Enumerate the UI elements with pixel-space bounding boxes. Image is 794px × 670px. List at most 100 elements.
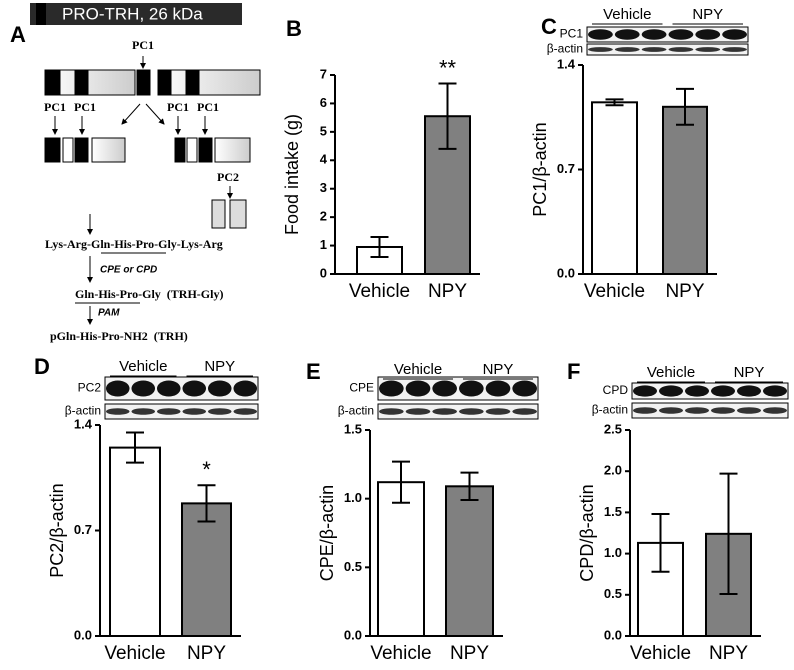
blot-band: [588, 47, 613, 52]
x-tick-label: Vehicle: [584, 281, 645, 302]
error-bar: [392, 460, 410, 504]
error-bar: [460, 471, 479, 502]
blot-band: [233, 380, 258, 397]
blot-band: [685, 385, 709, 397]
blot-band: [588, 29, 613, 40]
blot-band: [695, 47, 721, 52]
blot-band: [668, 29, 694, 40]
blot-strip: [631, 402, 789, 419]
y-tick-label: 0.7: [74, 522, 92, 537]
x-tick-label: Vehicle: [630, 643, 691, 664]
blot-band: [614, 47, 640, 52]
blot-band: [131, 408, 156, 415]
bar: [445, 485, 494, 637]
error-bar: [676, 87, 694, 126]
blot-band: [641, 29, 667, 40]
enzyme: PC1: [74, 100, 96, 114]
panel-label: B: [286, 16, 302, 41]
blot-band: [685, 407, 709, 414]
blot-band: [722, 47, 747, 52]
y-tick-label: 1.0: [344, 490, 362, 505]
blot-band: [711, 407, 735, 414]
blot-band: [207, 408, 232, 415]
x-tick-label: NPY: [428, 281, 467, 302]
error-bar: [197, 484, 216, 523]
x-tick-label: NPY: [187, 643, 226, 664]
blot-band: [233, 408, 258, 415]
error-bar: [126, 431, 144, 464]
blot-band: [105, 380, 130, 397]
y-tick-label: 1: [320, 237, 327, 252]
blot-band: [156, 380, 181, 397]
y-tick-label: 1.5: [344, 421, 362, 436]
error-bar: [605, 98, 624, 107]
blot-band: [131, 380, 156, 397]
significance: **: [439, 55, 457, 80]
peptide: Lys-Arg-Gln-His-Pro-Gly-Lys-Arg: [45, 237, 223, 251]
blot-band: [763, 385, 787, 397]
blot-band: [722, 29, 747, 40]
blot-band: [641, 47, 667, 52]
y-tick-label: 1.0: [604, 545, 622, 560]
enzyme: PC1: [132, 38, 154, 52]
x-tick-label: NPY: [450, 643, 489, 664]
y-tick-label: 0: [320, 265, 327, 280]
blot-row-label: CPE: [349, 381, 374, 395]
panel-label: D: [34, 354, 50, 379]
blot-row-label: β-actin: [338, 404, 374, 418]
y-tick-label: 0.5: [344, 559, 362, 574]
blot-strip: [377, 403, 539, 420]
blot-band: [659, 407, 683, 414]
header-block: [36, 3, 46, 25]
y-tick-label: 0.0: [604, 627, 622, 642]
header-bar: [30, 3, 242, 25]
error-bar: [438, 82, 457, 150]
step: PAM: [98, 308, 120, 319]
y-tick-label: 2.0: [604, 463, 622, 478]
enzyme: PC1: [197, 100, 219, 114]
bar-chart: B 0 1 2 3 4 5 6 7 Food intake (g) Vehicle NPY **: [282, 16, 480, 302]
blot-band: [614, 29, 640, 40]
blot-band: [695, 29, 721, 40]
blot-band: [485, 380, 511, 397]
y-tick-label: 4: [320, 152, 328, 167]
blot-band: [763, 407, 787, 414]
x-tick-label: NPY: [709, 643, 748, 664]
blot-band: [711, 385, 735, 397]
blot-group-label: NPY: [483, 361, 514, 378]
y-tick-label: 3: [320, 180, 327, 195]
blot-band: [432, 380, 457, 397]
y-tick-label: 2: [320, 209, 327, 224]
blot-row-label: β-actin: [65, 404, 101, 418]
blot-strip: [586, 43, 749, 56]
y-axis-label: Food intake (g): [282, 114, 302, 235]
blot-band: [668, 47, 694, 52]
bar: [109, 446, 161, 637]
blot-group-label: Vehicle: [647, 364, 695, 381]
blot-group-label: NPY: [692, 6, 723, 23]
enzyme: PC1: [44, 100, 66, 114]
x-tick-label: NPY: [665, 281, 704, 302]
y-tick-label: 0.0: [557, 265, 575, 280]
blot-band: [156, 408, 181, 415]
blot-band: [379, 408, 404, 415]
arrows: [52, 103, 208, 135]
bar-chart: E 0.0 0.5 1.0 1.5 CPE/β-actin Vehicle NPY CPE β-a…: [306, 359, 539, 664]
y-tick-label: 6: [320, 95, 327, 110]
y-axis-label: CPE/β-actin: [317, 485, 337, 581]
panel-label: C: [541, 14, 557, 39]
y-tick-label: 1.4: [74, 416, 93, 431]
bar-chart: C 0.0 0.7 1.4 PC1/β-actin Vehicle NPY PC1β-acti…: [530, 6, 749, 302]
blot-band: [405, 408, 431, 415]
bar-chart: D 0.0 0.7 1.4 PC2/β-actin Vehicle NPY * PC2 β-act…: [34, 354, 259, 664]
error-bar: [370, 236, 389, 258]
blot-band: [512, 380, 537, 397]
blot-group-label: Vehicle: [119, 358, 167, 375]
blot-band: [512, 408, 537, 415]
header: PRO-TRH, 26 kDa: [62, 4, 203, 23]
blot-row-label: CPD: [603, 383, 629, 397]
blot-band: [633, 407, 657, 414]
y-tick-label: 0.0: [74, 627, 92, 642]
panel-label: A: [10, 22, 26, 47]
